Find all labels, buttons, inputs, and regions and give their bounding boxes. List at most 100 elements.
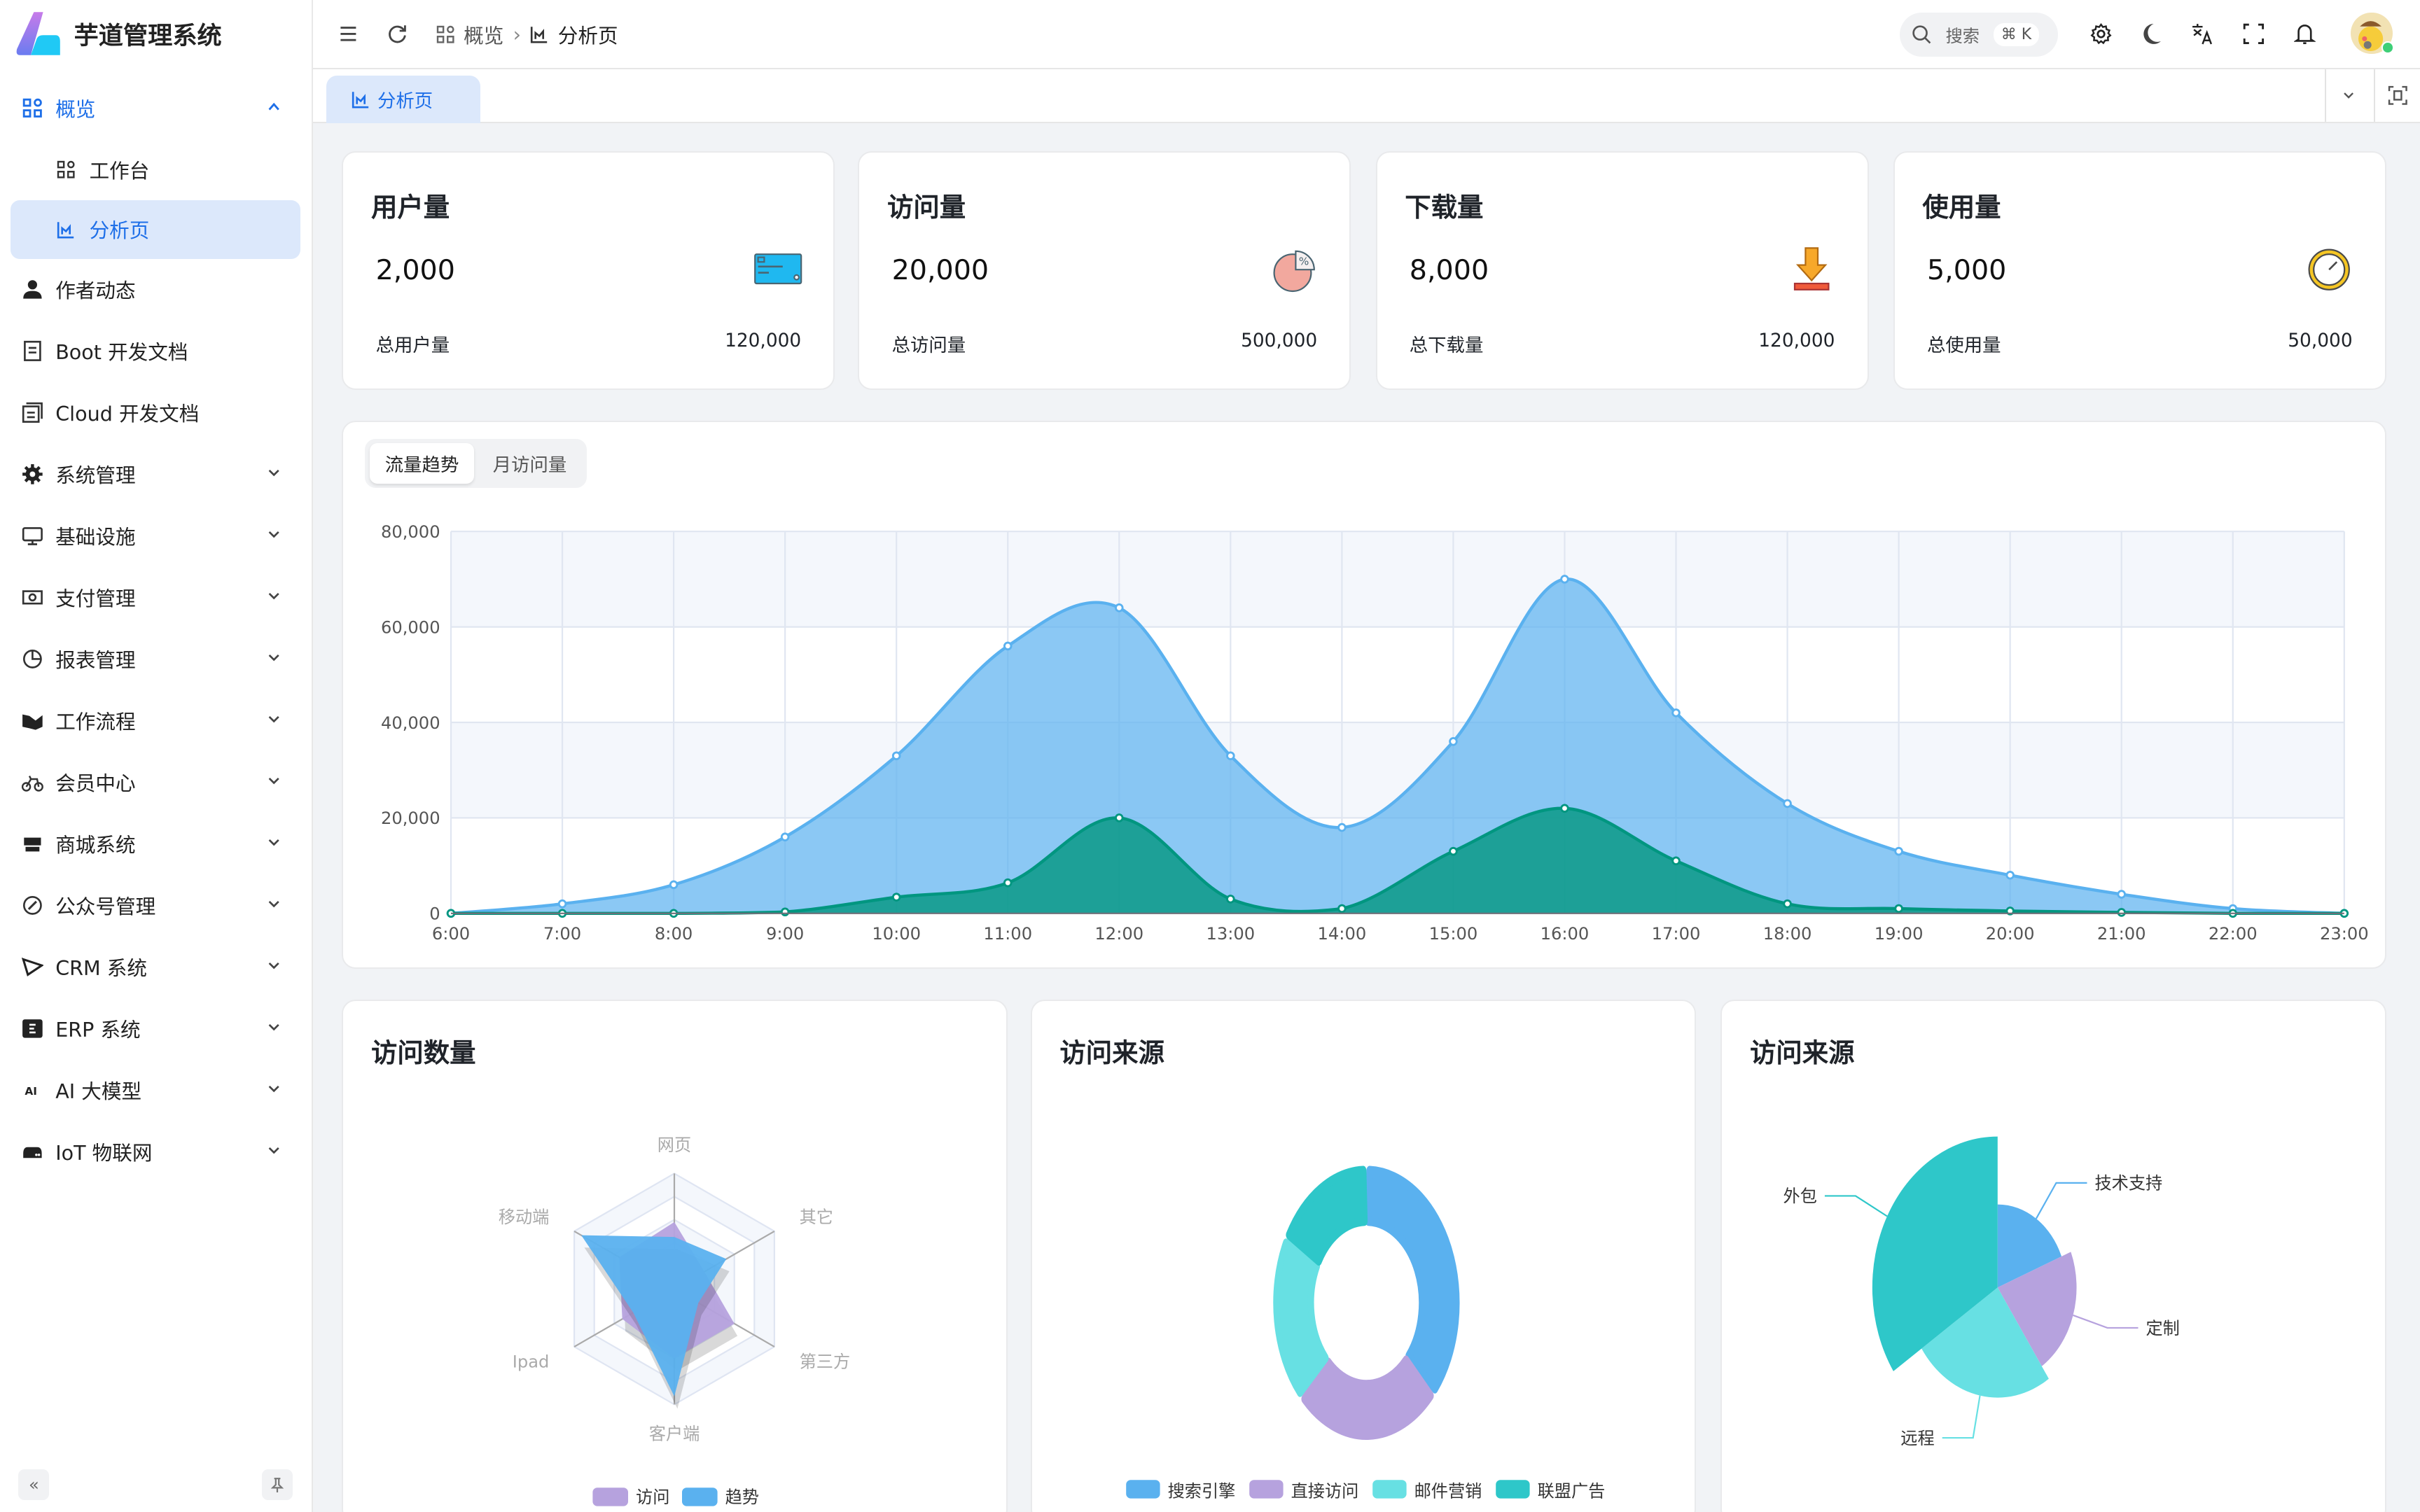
stat-total-label: 总用户量 [375, 334, 450, 356]
data-point[interactable] [892, 751, 901, 760]
data-point[interactable] [1894, 904, 1904, 913]
theme-toggle-button[interactable] [2139, 20, 2167, 48]
notifications-button[interactable] [2290, 20, 2318, 48]
data-point[interactable] [1226, 894, 1235, 904]
data-point[interactable] [1671, 856, 1681, 865]
data-point[interactable] [2005, 870, 2015, 880]
content-maximize-button[interactable] [2374, 69, 2420, 122]
sidebar-item-workbench[interactable]: 工作台 [0, 139, 311, 200]
donut-slice[interactable] [1273, 1238, 1329, 1397]
sidebar-item[interactable]: Cloud 开发文档 [0, 382, 311, 444]
data-point[interactable] [1003, 641, 1013, 650]
sidebar-item[interactable]: IoT 物联网 [0, 1121, 311, 1183]
legend-swatch[interactable] [1495, 1479, 1530, 1499]
legend-label[interactable]: 搜索引擎 [1167, 1481, 1235, 1501]
chevron-down-icon [269, 593, 280, 600]
fullscreen-button[interactable] [2240, 20, 2268, 48]
data-point[interactable] [558, 899, 567, 909]
data-point[interactable] [1560, 804, 1570, 813]
search-button[interactable]: 搜索 ⌘ K [1899, 12, 2059, 57]
logo[interactable]: 芋道管理系统 [15, 10, 222, 57]
legend-label[interactable]: 访问 [636, 1488, 669, 1507]
donut-slice[interactable] [1365, 1166, 1460, 1394]
legend-label[interactable]: 联盟广告 [1537, 1481, 1605, 1501]
sidebar-item-overview[interactable]: 概览 [0, 77, 311, 139]
data-point[interactable] [892, 892, 901, 902]
sidebar-item[interactable]: 支付管理 [0, 567, 311, 629]
stat-title: 用户量 [370, 191, 450, 223]
breadcrumb-item[interactable]: 概览 [464, 23, 504, 48]
radar-indicator-label: 网页 [658, 1135, 691, 1155]
data-point[interactable] [781, 832, 790, 841]
legend-swatch[interactable] [682, 1487, 718, 1506]
legend-label[interactable]: 邮件营销 [1414, 1481, 1482, 1501]
data-point[interactable] [669, 880, 679, 889]
x-tick-label: 21:00 [2097, 924, 2146, 944]
data-point[interactable] [1449, 846, 1459, 856]
sidebar-item[interactable]: 报表管理 [0, 629, 311, 690]
sidebar-item[interactable]: CRM 系统 [0, 937, 311, 998]
data-point[interactable] [1337, 904, 1347, 913]
tabs-dropdown-button[interactable] [2324, 69, 2371, 122]
radar-series-趋势[interactable] [581, 1235, 727, 1396]
sidebar-item[interactable]: AI AI 大模型 [0, 1060, 311, 1121]
data-point[interactable] [1003, 878, 1013, 888]
data-point[interactable] [1449, 736, 1459, 746]
sidebar-item[interactable]: 基础设施 [0, 505, 311, 567]
data-point[interactable] [1560, 574, 1570, 584]
rose-slice[interactable] [1998, 1204, 2062, 1287]
donut-slice[interactable] [1286, 1166, 1368, 1266]
router-icon [22, 1141, 43, 1163]
data-point[interactable] [1115, 603, 1124, 612]
sidebar-item[interactable]: ERP 系统 [0, 998, 311, 1060]
data-point[interactable] [1783, 899, 1793, 909]
radar-indicator-label: 第三方 [800, 1352, 851, 1371]
ai-icon: AI [22, 1079, 43, 1101]
x-tick-label: 19:00 [1875, 924, 1924, 944]
tab-traffic-trend[interactable]: 流量趋势 [369, 443, 475, 484]
legend-label[interactable]: 直接访问 [1291, 1481, 1358, 1501]
rose-slice[interactable] [1921, 1287, 2050, 1398]
data-point[interactable] [1226, 751, 1235, 760]
data-point[interactable] [1894, 846, 1904, 856]
sidebar-item[interactable]: 会员中心 [0, 752, 311, 813]
legend-swatch[interactable] [1249, 1479, 1284, 1499]
tab-monthly-visits[interactable]: 月访问量 [492, 454, 567, 477]
sidebar-item[interactable]: 工作流程 [0, 690, 311, 752]
rose-slice[interactable] [1872, 1136, 1998, 1371]
chevron-down-icon [2343, 92, 2353, 99]
sidebar-item-analysis[interactable]: 分析页 [11, 200, 300, 259]
language-button[interactable] [2189, 20, 2217, 48]
settings-button[interactable] [2087, 20, 2115, 48]
legend-label[interactable]: 趋势 [725, 1488, 759, 1507]
sidebar-item[interactable]: 系统管理 [0, 444, 311, 505]
data-point[interactable] [781, 907, 790, 916]
sidebar-item[interactable]: 商城系统 [0, 813, 311, 875]
data-point[interactable] [2117, 907, 2127, 917]
data-point[interactable] [1115, 813, 1124, 822]
sidebar-item[interactable]: 作者动态 [0, 259, 311, 321]
sidebar-item-label: Cloud 开发文档 [55, 402, 200, 426]
pin-sidebar-button[interactable] [262, 1469, 293, 1500]
legend-swatch[interactable] [592, 1487, 629, 1506]
svg-text:AI: AI [25, 1085, 37, 1098]
data-point[interactable] [1783, 799, 1793, 808]
card-title: 访问来源 [1749, 1037, 1855, 1068]
data-point[interactable] [2117, 889, 2127, 899]
collapse-sidebar-button[interactable]: « [18, 1469, 50, 1500]
data-point[interactable] [1671, 708, 1681, 718]
tab-analysis[interactable]: 分析页 [326, 75, 481, 123]
grid-icon [55, 159, 77, 181]
sidebar-item[interactable]: Boot 开发文档 [0, 321, 311, 382]
refresh-button[interactable] [384, 20, 412, 48]
hamburger-icon [340, 27, 356, 41]
stat-total-value: 500,000 [1241, 329, 1318, 351]
legend-swatch[interactable] [1372, 1479, 1407, 1499]
fullscreen-icon [2243, 23, 2265, 45]
rose-slice[interactable] [1998, 1252, 2077, 1366]
sidebar-item[interactable]: 公众号管理 [0, 875, 311, 937]
data-point[interactable] [1337, 822, 1347, 832]
legend-swatch[interactable] [1125, 1479, 1160, 1499]
donut-slice[interactable] [1301, 1355, 1434, 1440]
menu-toggle-button[interactable] [334, 20, 362, 48]
